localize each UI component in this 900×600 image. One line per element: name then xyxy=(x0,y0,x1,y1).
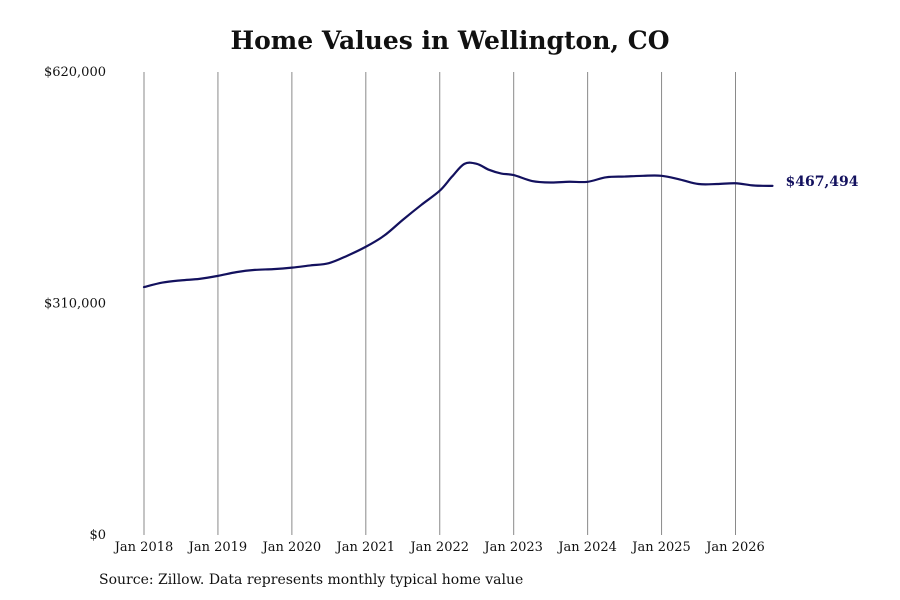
x-tick-label: Jan 2022 xyxy=(408,540,469,555)
series-line xyxy=(142,161,774,289)
x-tick-label: Jan 2026 xyxy=(704,540,765,555)
x-tick-label: Jan 2020 xyxy=(261,540,322,555)
x-axis-ticks: Jan 2018 Jan 2019 Jan 2020 Jan 2021 Jan 2022… xyxy=(113,540,765,555)
x-tick-label: Jan 2023 xyxy=(482,540,543,555)
y-tick-label: $310,000 xyxy=(44,297,106,312)
last-value-label: $467,494 xyxy=(785,174,858,190)
y-tick-label: $620,000 xyxy=(44,65,106,80)
chart-title: Home Values in Wellington, CO xyxy=(230,26,670,55)
series-layer xyxy=(142,161,774,289)
source-note: Source: Zillow. Data represents monthly … xyxy=(99,572,524,588)
gridlines xyxy=(143,72,736,535)
x-tick-label: Jan 2019 xyxy=(187,540,248,555)
x-tick-label: Jan 2025 xyxy=(630,540,691,555)
x-tick-label: Jan 2018 xyxy=(113,540,174,555)
y-axis-ticks: $0 $310,000 $620,000 xyxy=(44,65,106,543)
x-tick-label: Jan 2024 xyxy=(556,540,617,555)
end-label-layer: $467,494 xyxy=(785,174,858,190)
x-tick-label: Jan 2021 xyxy=(335,540,396,555)
y-tick-label: $0 xyxy=(89,528,106,543)
